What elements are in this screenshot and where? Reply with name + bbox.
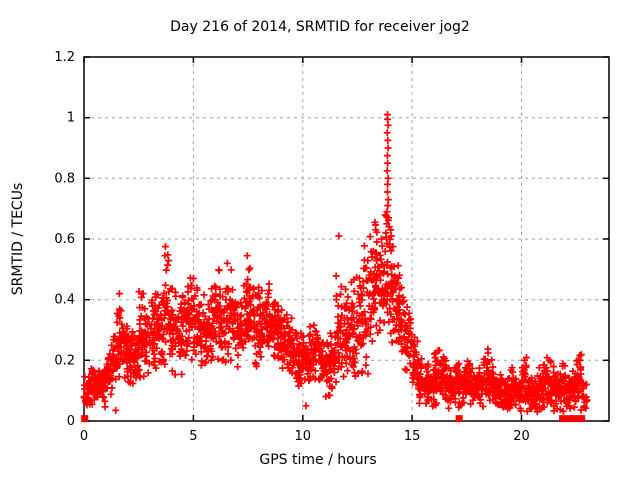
y-tick-label: 0.4: [54, 293, 75, 308]
x-tick-label: 20: [513, 429, 530, 444]
x-tick-label: 10: [295, 429, 312, 444]
y-tick-label: 1: [67, 111, 75, 126]
y-tick-label: 0.8: [54, 171, 75, 186]
tick-layer: [83, 56, 609, 422]
y-axis-label: SRMTID / TECUs: [10, 183, 26, 296]
x-axis-label: GPS time / hours: [259, 452, 376, 468]
chart-title: Day 216 of 2014, SRMTID for receiver jog…: [170, 19, 470, 35]
tick-label-layer: 0 5 10 15 20 0 0.2 0.4 0.6 0.8 1 1.2: [54, 50, 529, 444]
x-tick-label: 5: [189, 429, 197, 444]
marker-layer: [80, 111, 591, 423]
x-tick-label: 0: [80, 429, 88, 444]
y-tick-label: 0.6: [54, 232, 75, 247]
scatter-points: [80, 111, 591, 416]
y-tick-label: 0.2: [54, 353, 75, 368]
x-tick-label: 15: [404, 429, 421, 444]
y-tick-label: 0: [67, 414, 75, 429]
y-tick-label: 1.2: [54, 50, 75, 65]
zero-markers: [81, 415, 586, 423]
